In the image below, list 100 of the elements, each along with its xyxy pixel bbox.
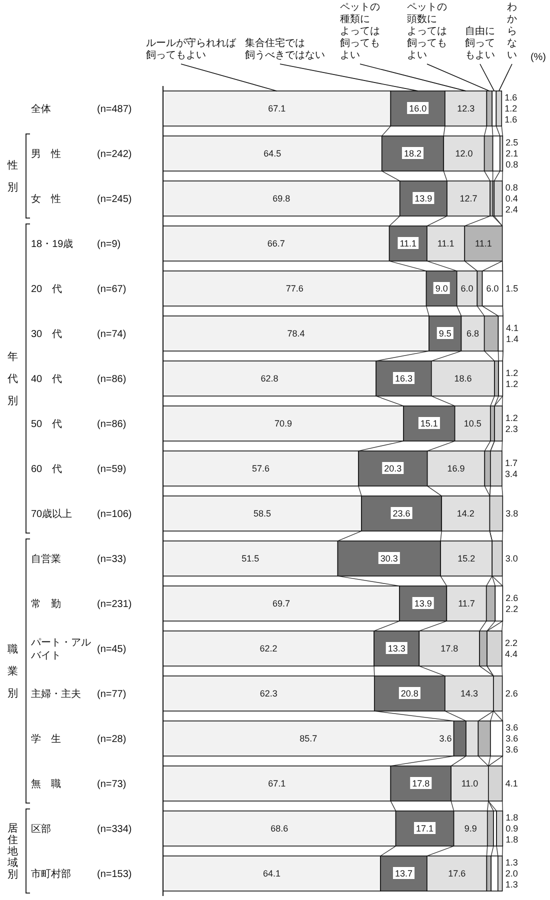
data-label: 68.6 [270,824,288,834]
data-label: 64.1 [262,868,281,879]
data-label: 13.7 [394,868,413,879]
data-label: 66.7 [267,238,285,249]
data-label: 1.2 [504,104,518,114]
data-label: 51.5 [242,554,260,564]
data-label: 2.1 [506,148,518,159]
data-label: 77.6 [286,284,304,294]
data-label: 0.4 [505,194,518,204]
data-label: 3.6 [506,734,518,744]
y2-tick-label: (n=74) [97,329,126,340]
data-label: 2.6 [505,688,518,699]
data-label: 62.3 [260,688,278,699]
y2-tick-label: (n=33) [97,554,126,566]
y2-tick-label: (n=77) [97,689,126,700]
text: (%) [530,52,546,63]
y-tick-label: 18・19歳 [31,238,74,250]
data-label: 13.9 [414,194,432,204]
data-label: 3.8 [506,508,518,519]
y-tick-label: 全体 [31,103,51,116]
y2-tick-label: (n=86) [97,419,126,430]
data-label: 9.0 [435,284,448,294]
data-label: 69.7 [272,598,290,609]
data-label: 62.8 [260,374,278,384]
data-label: 12.3 [457,104,475,114]
data-label: 1.8 [506,834,518,845]
data-label: 17.8 [412,778,430,789]
y-tick-label: 学 生 [31,733,61,746]
y2-tick-label: (n=67) [97,284,126,296]
y-tick-label: 50 代 [31,419,62,430]
data-label: 17.8 [440,644,458,654]
data-label: 11.1 [475,238,492,249]
bar [496,810,504,846]
data-label: 16.3 [394,374,413,384]
data-label: 17.1 [416,824,434,834]
data-label: 0.8 [506,160,518,170]
data-label: 67.1 [268,104,286,114]
y-tick-label: 30 代 [31,329,62,340]
data-label: 20.8 [400,688,418,699]
data-label: 4.1 [505,778,518,789]
data-label: 6.0 [486,284,499,294]
data-label: 6.8 [466,328,480,339]
text: 性別 [6,160,18,194]
data-label: 2.2 [504,638,518,648]
bar [498,360,504,396]
y-tick-label: 主婦・主夫 [31,688,81,700]
y2-tick-label: (n=242) [97,149,132,160]
text: 職業別 [8,642,18,700]
data-label: 3.6 [506,722,518,733]
y2-tick-label: (n=45) [97,644,126,656]
data-label: 3.4 [504,469,518,480]
data-label: 3.6 [506,744,518,755]
data-label: 0.8 [505,182,518,193]
data-label: 16.0 [409,104,427,114]
y-tick-label: 市町村部 [31,868,71,880]
data-label: 1.7 [504,458,518,468]
data-label: 13.9 [414,598,432,609]
data-label: 18.6 [454,374,472,384]
data-label: 15.2 [458,554,476,564]
data-label: 0.9 [506,824,518,834]
y2-tick-label: (n=334) [97,824,132,836]
data-label: 1.8 [506,812,518,823]
data-label: 1.5 [506,284,518,294]
y2-tick-label: (n=106) [97,509,132,520]
data-label: 1.4 [506,334,519,344]
data-label: 4.1 [506,323,519,334]
data-label: 17.6 [448,868,466,879]
data-label: 15.1 [420,418,438,429]
data-label: 1.6 [504,114,518,125]
bar [496,90,502,126]
data-label: 18.2 [404,148,422,159]
data-label: 6.0 [460,284,474,294]
data-label: 2.2 [506,604,518,614]
data-label: 30.3 [380,554,398,564]
data-label: 13.3 [388,644,406,654]
text: 年代別 [6,351,18,408]
data-label: 9.5 [438,328,452,339]
data-label: 2.6 [506,593,518,604]
data-label: 70.9 [274,418,292,429]
y2-tick-label: (n=231) [97,599,132,610]
data-label: 62.2 [260,644,278,654]
data-label: 11.1 [400,238,417,249]
data-label: 1.2 [506,368,518,378]
y-tick-label: 40 代 [31,374,62,386]
y2-tick-label: (n=28) [97,734,126,746]
data-label: 2.3 [505,424,518,434]
data-label: 1.2 [505,413,518,424]
data-label: 10.5 [464,418,482,429]
y-tick-label: 無 職 [31,778,61,790]
text: 居住地域別 [6,822,18,881]
y-tick-label: 男 性 [31,148,61,160]
data-label: 57.6 [252,464,270,474]
data-label: 67.1 [268,778,286,789]
y2-tick-label: (n=245) [97,194,132,206]
data-label: 14.3 [460,688,478,699]
data-label: 12.0 [455,148,473,159]
data-label: 69.8 [272,194,290,204]
data-label: 78.4 [287,328,305,339]
y-tick-label: 自営業 [31,553,61,566]
data-label: 1.2 [506,379,518,390]
